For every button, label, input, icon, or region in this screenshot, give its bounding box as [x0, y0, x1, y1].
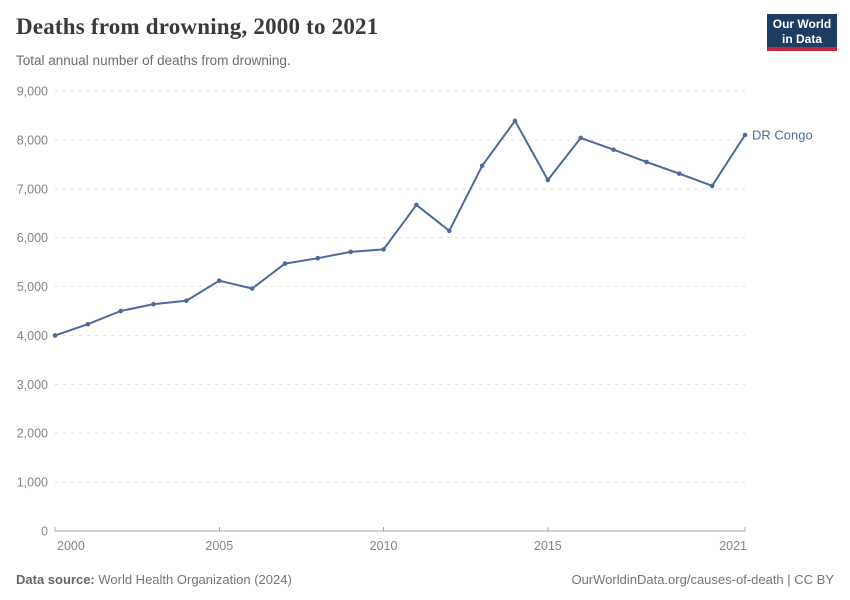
x-axis-tick-label: 2005: [205, 539, 233, 553]
y-axis-tick-label: 0: [41, 525, 48, 539]
data-source: Data source: World Health Organization (…: [16, 572, 292, 587]
data-source-value: World Health Organization (2024): [94, 572, 292, 587]
data-point-marker[interactable]: [118, 308, 124, 314]
data-point-marker[interactable]: [446, 228, 452, 234]
data-point-marker[interactable]: [479, 163, 485, 169]
credit-link[interactable]: OurWorldinData.org/causes-of-death | CC …: [571, 572, 834, 587]
data-point-marker[interactable]: [216, 278, 222, 283]
owid-logo-line2: in Data: [781, 32, 822, 47]
data-point-marker[interactable]: [709, 183, 715, 189]
y-axis-tick-label: 6,000: [17, 231, 48, 245]
owid-logo[interactable]: Our World in Data: [767, 14, 837, 51]
chart-footer: Data source: World Health Organization (…: [16, 572, 834, 587]
data-point-marker[interactable]: [348, 249, 354, 255]
data-point-marker[interactable]: [282, 261, 288, 266]
data-point-marker[interactable]: [184, 298, 189, 304]
data-point-marker[interactable]: [578, 135, 584, 141]
owid-logo-line1: Our World: [772, 17, 832, 31]
data-point-marker[interactable]: [85, 321, 91, 327]
data-point-marker[interactable]: [414, 202, 419, 208]
series-end-label[interactable]: DR Congo: [752, 128, 813, 143]
x-axis-tick-label: 2015: [534, 539, 562, 553]
y-axis-tick-label: 1,000: [17, 476, 48, 490]
data-source-label: Data source:: [16, 572, 95, 587]
x-axis-tick-label: 2021: [719, 539, 747, 553]
x-axis-tick-label: 2010: [370, 539, 398, 553]
page-title: Deaths from drowning, 2000 to 2021: [16, 14, 379, 39]
y-axis-tick-label: 8,000: [17, 133, 48, 147]
series-line[interactable]: [54, 119, 746, 337]
y-axis-tick-label: 3,000: [17, 378, 48, 392]
data-point-marker[interactable]: [381, 247, 386, 252]
data-point-marker[interactable]: [52, 333, 58, 338]
data-point-marker[interactable]: [644, 159, 649, 165]
data-point-marker[interactable]: [249, 286, 255, 291]
data-point-marker[interactable]: [512, 118, 518, 124]
data-point-marker[interactable]: [676, 171, 682, 176]
data-point-marker[interactable]: [611, 147, 616, 152]
y-axis-tick-label: 5,000: [17, 280, 48, 294]
y-axis-tick-label: 9,000: [17, 85, 48, 99]
y-axis-tick-label: 7,000: [17, 182, 48, 196]
data-point-marker[interactable]: [545, 177, 551, 183]
chart-subtitle: Total annual number of deaths from drown…: [16, 53, 291, 68]
data-point-marker[interactable]: [151, 301, 156, 307]
x-axis-tick-label: 2000: [57, 539, 85, 553]
data-point-marker[interactable]: [742, 132, 748, 138]
y-axis-tick-label: 4,000: [17, 329, 48, 343]
data-point-marker[interactable]: [315, 255, 321, 261]
y-axis-tick-label: 2,000: [17, 427, 48, 441]
